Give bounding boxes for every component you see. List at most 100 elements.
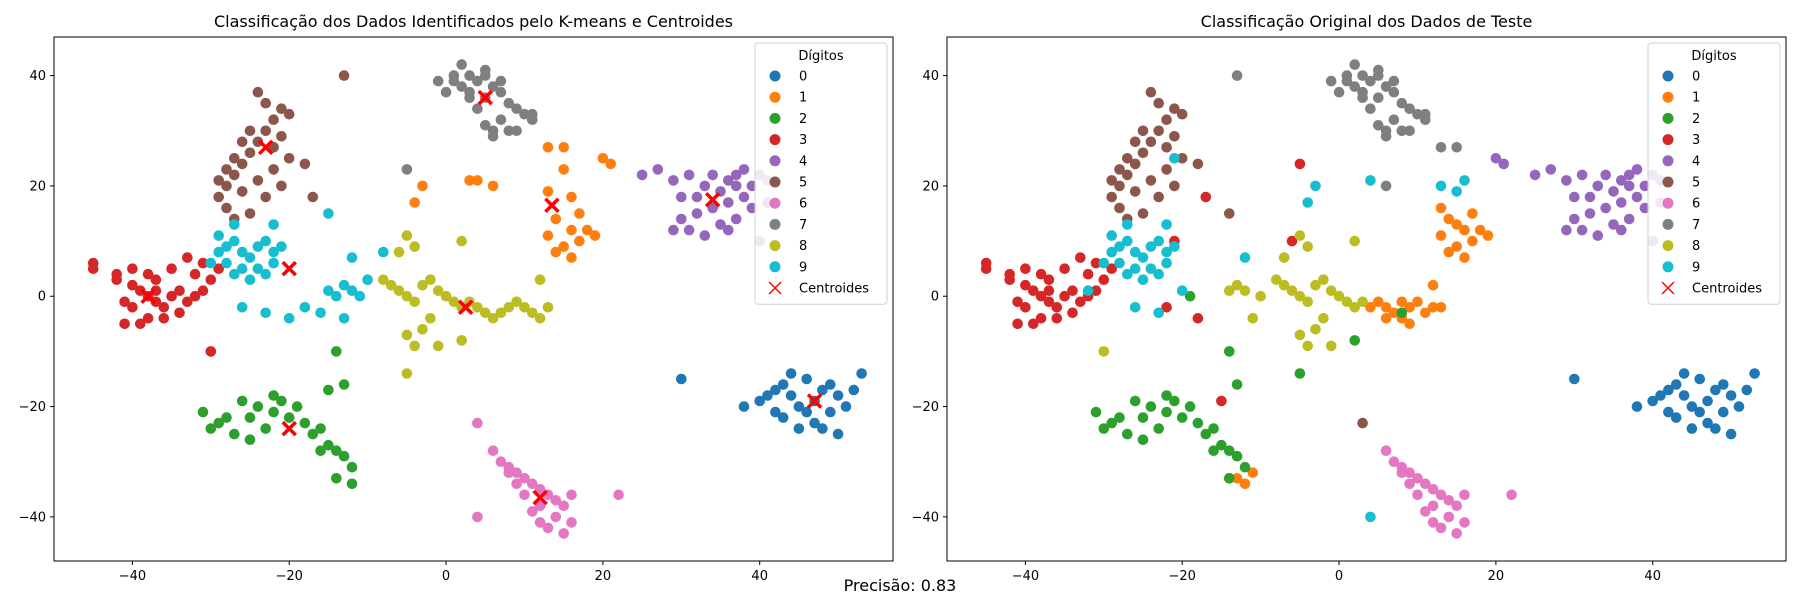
digit-5-point	[221, 164, 232, 175]
legend-entry-label: 1	[1692, 91, 1700, 106]
digit-7-point	[511, 125, 522, 137]
digit-2-point	[260, 423, 272, 434]
digit-4-point	[730, 180, 742, 192]
digit-3-point	[1035, 290, 1047, 302]
digit-5-point	[1137, 147, 1149, 159]
digit-9-point	[1137, 274, 1149, 286]
digit-5-point	[244, 125, 256, 137]
digit-1-point	[1482, 230, 1494, 241]
legend-swatch-5	[769, 176, 781, 188]
digit-4-point	[676, 213, 687, 225]
digit-6-point	[1404, 478, 1415, 490]
digit-8-point	[511, 296, 522, 308]
digit-3-point	[111, 268, 122, 280]
digit-0-point	[1631, 401, 1643, 412]
digit-2-point	[1184, 290, 1196, 302]
digit-5-point	[260, 97, 272, 109]
digit-9-point	[1161, 246, 1172, 258]
digit-7-point	[480, 120, 491, 131]
digit-7-point	[1357, 92, 1368, 103]
digit-7-point	[464, 92, 475, 103]
digit-6-point	[1388, 456, 1400, 468]
digit-0-point	[1694, 373, 1705, 385]
digit-5-point	[1145, 175, 1157, 186]
digit-2-point	[346, 478, 358, 490]
digit-8-point	[378, 274, 389, 286]
digit-9-point	[1082, 285, 1094, 297]
digit-0-point	[1686, 401, 1698, 412]
digit-2-point	[1231, 450, 1243, 462]
digit-5-point	[221, 180, 232, 192]
digit-4-point	[723, 175, 734, 186]
digit-9-point	[354, 290, 366, 302]
digit-0-point	[801, 373, 812, 385]
digit-1-point	[1231, 473, 1243, 484]
digit-1-point	[581, 224, 593, 236]
digit-3-point	[1192, 313, 1204, 324]
digit-3-point	[1028, 285, 1039, 297]
digit-7-point	[1365, 103, 1376, 114]
digit-5-point	[260, 191, 272, 203]
digit-6-point	[1420, 478, 1431, 490]
digit-0-point	[1718, 379, 1729, 390]
digit-6-point	[527, 478, 538, 490]
digit-1-point	[1474, 224, 1486, 236]
digit-4-point	[683, 224, 695, 236]
digit-3-point	[142, 268, 154, 280]
digit-9-point	[1435, 180, 1447, 192]
digit-5-point	[1114, 164, 1125, 175]
legend-entry-label: Centroides	[1692, 282, 1762, 297]
y-tick-label: 0	[38, 290, 46, 305]
digit-3-point	[174, 285, 185, 297]
digit-8-point	[425, 274, 436, 286]
digit-0-point	[777, 379, 789, 390]
digit-3-point	[1067, 307, 1078, 319]
digit-1-point	[1420, 307, 1431, 319]
digit-1-point	[1239, 478, 1251, 490]
digit-3-point	[1020, 263, 1031, 275]
digit-5-point	[276, 180, 287, 192]
digit-4-point	[1584, 208, 1596, 219]
digit-3-point	[1286, 235, 1298, 247]
digit-8-point	[1341, 296, 1353, 308]
digit-3-point	[166, 290, 177, 302]
digit-1-point	[558, 142, 569, 153]
digit-5-point	[244, 147, 256, 159]
digit-3-point	[1090, 285, 1102, 297]
digit-8-point	[1294, 329, 1306, 341]
digit-8-point	[401, 290, 413, 302]
digit-8-point	[472, 302, 483, 313]
digit-0-point	[825, 379, 836, 390]
legend-entry-label: 0	[799, 70, 807, 85]
digit-3-point	[1020, 302, 1031, 313]
y-tick-label: −20	[19, 400, 46, 415]
digit-9-point	[1114, 241, 1125, 252]
digit-1-point	[1435, 230, 1447, 241]
digit-7-point	[1396, 125, 1408, 137]
digit-7-point	[503, 97, 515, 109]
digit-1-point	[1404, 302, 1415, 313]
digit-5-point	[268, 164, 279, 175]
digit-9-point	[1153, 307, 1164, 319]
digit-0-point	[825, 406, 836, 418]
digit-3-point	[1106, 263, 1117, 275]
digit-3-point	[1082, 268, 1094, 280]
digit-2-point	[315, 423, 326, 434]
digit-3-point	[1059, 263, 1070, 275]
digit-4-point	[1569, 213, 1580, 225]
digit-2-point	[1090, 406, 1102, 418]
digit-4-point	[1569, 191, 1580, 203]
digit-2-point	[1145, 401, 1157, 412]
digit-0-point	[1647, 395, 1658, 407]
legend-swatch-6	[1662, 197, 1674, 209]
legend-swatch-8	[769, 240, 781, 252]
digit-6-point	[472, 417, 483, 429]
legend-box	[1647, 42, 1781, 305]
digit-3-point	[1020, 279, 1031, 291]
digit-2-point	[244, 434, 256, 446]
digit-3-point	[1051, 302, 1063, 313]
y-tick-label: −20	[912, 400, 939, 415]
centroid-marker	[704, 191, 721, 208]
digit-1-point	[1435, 202, 1447, 214]
kmeans-plot-marks	[87, 59, 867, 539]
